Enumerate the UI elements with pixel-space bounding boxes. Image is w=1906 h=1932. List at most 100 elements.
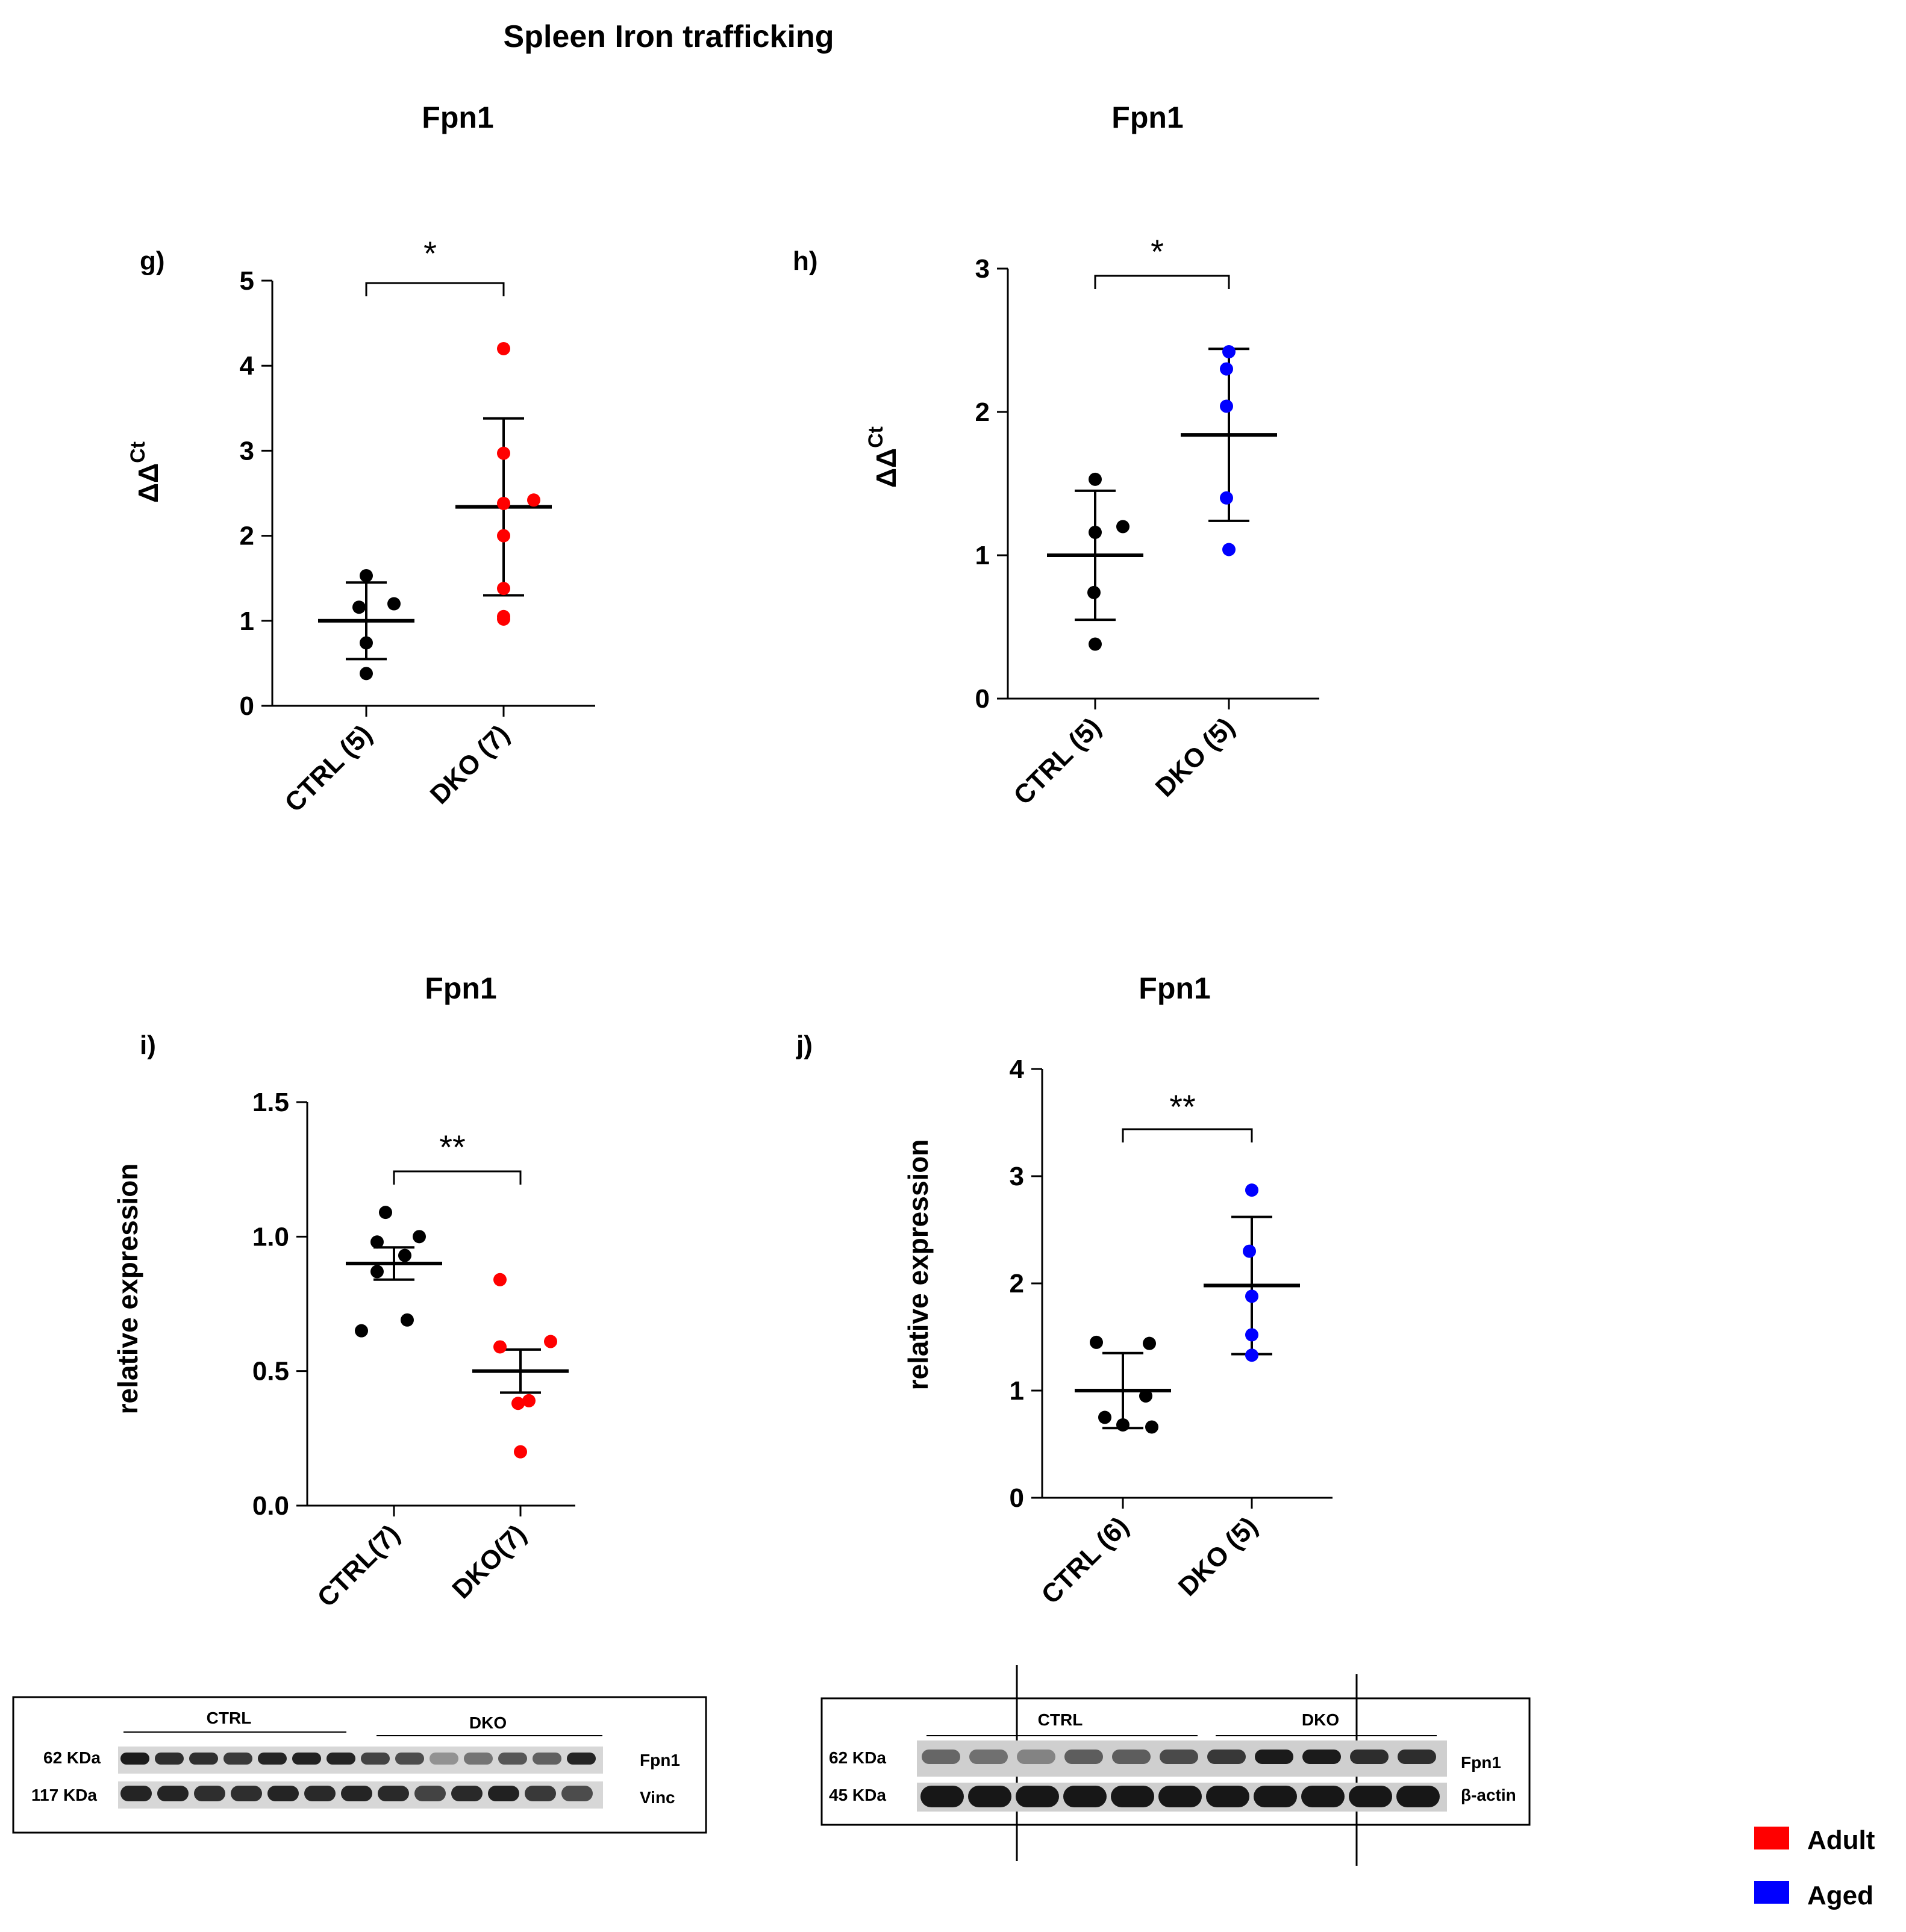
series-dko [1204, 1183, 1300, 1362]
blot-band [1160, 1750, 1198, 1764]
blot-band [1207, 1750, 1246, 1764]
blot-band [120, 1753, 149, 1765]
blot-protein-label: Fpn1 [1461, 1753, 1501, 1772]
blot-protein-label: Vinc [640, 1788, 675, 1807]
blot-size-label: 62 KDa [829, 1748, 886, 1767]
blot-band [304, 1786, 336, 1801]
blot-band [1255, 1750, 1293, 1764]
data-point [1116, 520, 1130, 534]
y-tick-label: 2 [975, 397, 990, 427]
x-category-label: DKO (5) [1150, 712, 1240, 802]
data-point [360, 636, 373, 650]
blot-group-ctrl: CTRL [1038, 1710, 1083, 1729]
blot-group-ctrl: CTRL [207, 1709, 252, 1727]
data-point [1143, 1336, 1156, 1350]
blot-band [258, 1753, 287, 1765]
y-tick-label: 0 [1010, 1483, 1024, 1513]
panel-label: i) [140, 1030, 156, 1060]
data-point [413, 1230, 426, 1244]
chart-panel-j: Fpn1 j) 0 1 2 3 4 CTRL (6) DKO (5) relative expre… [796, 971, 1333, 1610]
blot-size-label: 117 KDa [31, 1786, 97, 1804]
chart-panel-h: Fpn1 h) 0 1 2 3 CTRL (5) DKO (5) ΔΔCt * [793, 101, 1319, 811]
data-point [1220, 491, 1233, 505]
data-point [401, 1313, 414, 1327]
y-tick-label: 3 [975, 254, 990, 284]
y-tick-label: 1 [975, 541, 990, 570]
blot-size-label: 45 KDa [829, 1786, 886, 1804]
blot-band [194, 1786, 225, 1801]
data-point [493, 1340, 507, 1354]
blot-band [1112, 1750, 1151, 1764]
significance-bracket [1094, 275, 1230, 289]
y-tick-label: 1.5 [252, 1088, 289, 1117]
y-tick-label: 2 [240, 522, 254, 551]
data-point [1222, 345, 1236, 359]
chart-panel-g: Fpn1 g) 0 1 2 3 4 5 CTRL (5) DKO (7) ΔΔCt * [127, 101, 595, 818]
blot-band [1398, 1750, 1436, 1764]
blot-band [1017, 1750, 1055, 1764]
data-point [1245, 1183, 1258, 1197]
data-point [370, 1265, 384, 1279]
y-tick-label: 0 [240, 691, 254, 721]
y-tick-label: 1 [1010, 1376, 1024, 1406]
data-point [387, 597, 401, 611]
blot-band [533, 1753, 561, 1765]
western-blot-i: CTRL DKO 62 KDa 117 KDa Fpn1 Vinc [12, 1696, 707, 1834]
blot-size-label: 62 KDa [43, 1748, 101, 1767]
data-point [497, 529, 510, 543]
western-blot-j: CTRL DKO 62 KDa 45 KDa Fpn1 β-actin [820, 1665, 1531, 1866]
blot-band [1063, 1786, 1107, 1807]
data-point [1089, 472, 1102, 486]
legend: Adult Aged [1754, 1825, 1875, 1910]
significance-marker: ** [1169, 1088, 1196, 1126]
series-ctrl [1075, 1335, 1171, 1434]
blot-band [1016, 1786, 1059, 1807]
x-category-label: DKO(7) [446, 1519, 532, 1604]
data-point [379, 1206, 392, 1220]
data-point [522, 1394, 536, 1407]
blot-band [327, 1753, 355, 1765]
data-point [1243, 1244, 1256, 1258]
blot-band [498, 1753, 527, 1765]
x-category-label: CTRL (6) [1036, 1511, 1134, 1610]
data-point [1220, 362, 1233, 376]
blot-band [223, 1753, 252, 1765]
series-ctrl [1047, 472, 1143, 651]
y-tick-label: 0.5 [252, 1357, 289, 1386]
data-point [1098, 1410, 1111, 1424]
blot-band [120, 1786, 152, 1801]
y-axis-label-superscript: Ct [864, 426, 887, 448]
blot-band [464, 1753, 493, 1765]
x-category-label: DKO (7) [425, 719, 515, 809]
significance-bracket [393, 1170, 522, 1185]
legend-swatch-adult [1754, 1827, 1789, 1849]
panel-label: h) [793, 246, 818, 276]
blot-band [292, 1753, 321, 1765]
blot-band [1254, 1786, 1297, 1807]
y-axis-label: relative expression [902, 1139, 934, 1391]
data-point [497, 446, 510, 460]
y-tick-label: 3 [240, 436, 254, 466]
significance-marker: ** [439, 1128, 466, 1166]
chart-panel-i: Fpn1 i) 0.0 0.5 1.0 1.5 CTRL(7) DKO(7) relative … [112, 971, 575, 1613]
y-axis-label-superscript: Ct [127, 441, 149, 463]
data-point [497, 496, 510, 510]
series-ctrl [318, 569, 414, 681]
data-point [1116, 1418, 1130, 1432]
data-point [544, 1335, 557, 1348]
data-point [514, 1445, 527, 1459]
blot-band [1301, 1786, 1345, 1807]
data-point [497, 582, 510, 596]
data-point [497, 612, 510, 626]
blot-band [231, 1786, 262, 1801]
data-point [1245, 1348, 1258, 1362]
significance-marker: * [1151, 232, 1164, 270]
data-point [1245, 1328, 1258, 1342]
blot-band [267, 1786, 299, 1801]
x-category-label: CTRL (5) [279, 719, 378, 818]
data-point [370, 1235, 384, 1249]
blot-band [189, 1753, 218, 1765]
blot-band [1064, 1750, 1103, 1764]
data-point [1145, 1420, 1158, 1434]
blot-band [1158, 1786, 1202, 1807]
